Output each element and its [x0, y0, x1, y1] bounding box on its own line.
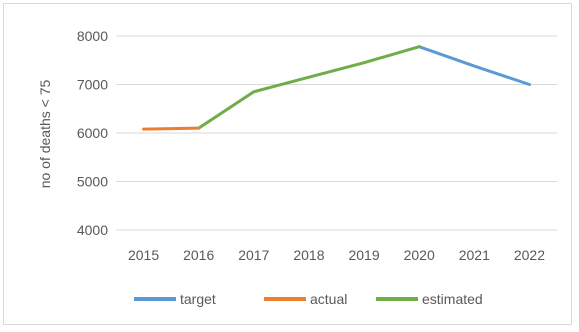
y-tick-label: 7000	[77, 77, 108, 93]
legend: target actual estimated	[134, 291, 483, 307]
x-tick-label: 2020	[404, 247, 435, 263]
y-tick-label: 5000	[77, 174, 108, 190]
x-axis-ticks: 2015 2016 2017 2018 2019 2020 2021 2022	[128, 247, 545, 263]
series-line-estimated	[197, 45, 421, 130]
legend-label: actual	[310, 291, 347, 307]
legend-item-target: target	[134, 291, 216, 307]
legend-label: target	[180, 291, 216, 307]
series-line-target	[417, 45, 531, 86]
legend-item-actual: actual	[264, 291, 347, 307]
y-tick-label: 8000	[77, 28, 108, 44]
x-tick-label: 2016	[183, 247, 214, 263]
x-tick-label: 2015	[128, 247, 159, 263]
series-lines	[142, 45, 531, 131]
gridlines	[116, 35, 557, 231]
x-tick-label: 2022	[514, 247, 545, 263]
legend-label: estimated	[422, 291, 483, 307]
y-axis-label: no of deaths < 75	[37, 79, 53, 188]
series-line-actual	[142, 126, 201, 131]
y-tick-label: 6000	[77, 125, 108, 141]
x-tick-label: 2019	[348, 247, 379, 263]
x-tick-label: 2021	[459, 247, 490, 263]
legend-item-estimated: estimated	[376, 291, 483, 307]
y-axis-ticks: 4000 5000 6000 7000 8000	[77, 28, 108, 238]
x-tick-label: 2017	[238, 247, 269, 263]
chart-frame: 4000 5000 6000 7000 8000 2015 2016 2017 2018 201…	[3, 3, 572, 325]
y-tick-label: 4000	[77, 222, 108, 238]
x-tick-label: 2018	[293, 247, 324, 263]
